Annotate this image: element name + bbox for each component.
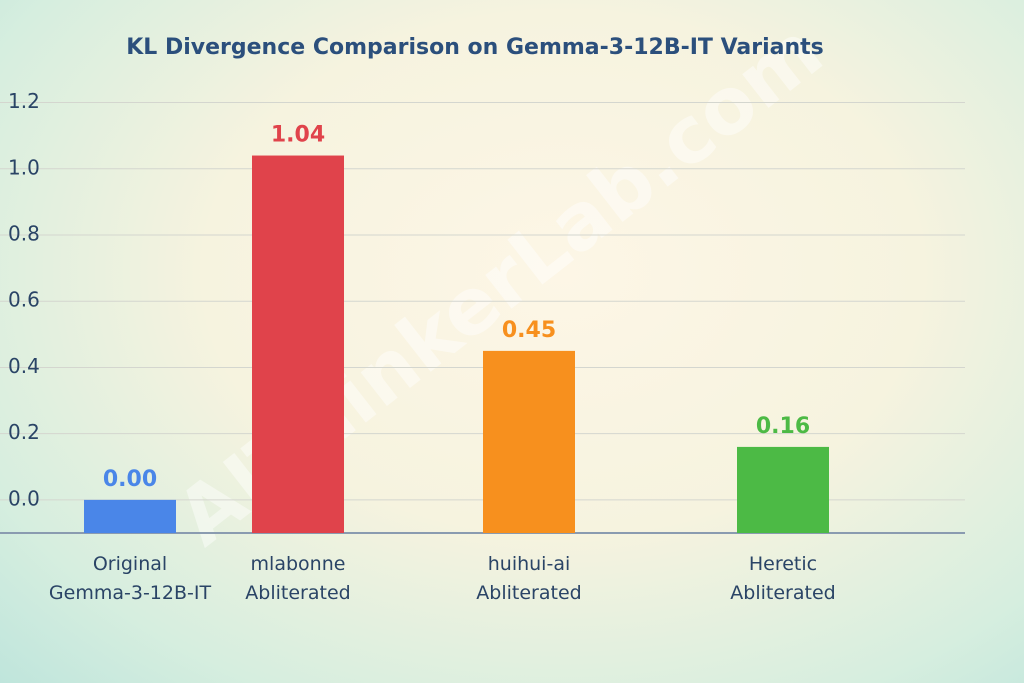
chart-title: KL Divergence Comparison on Gemma-3-12B-… [126,35,824,60]
y-tick-label: 0.2 [8,420,40,444]
bar [252,155,344,534]
value-label: 0.45 [502,318,556,343]
x-tick-label: Heretic Abliterated [730,553,836,604]
y-tick-label: 0.8 [8,222,40,246]
x-tick-label: huihui-ai Abliterated [476,553,582,604]
y-tick-label: 1.0 [8,155,40,179]
y-tick-label: 0.4 [8,354,40,378]
x-tick-label: Original Gemma-3-12B-IT [48,553,212,604]
value-label: 1.04 [271,123,325,148]
bar [483,350,575,533]
y-tick-label: 0.0 [8,486,40,510]
value-label: 0.00 [103,467,157,492]
y-tick-label: 0.6 [8,288,40,312]
bar [84,499,176,533]
value-label: 0.16 [756,414,810,439]
y-tick-label: 1.2 [8,89,40,113]
bar [737,446,829,533]
x-tick-label: mlabonne Abliterated [245,553,351,604]
